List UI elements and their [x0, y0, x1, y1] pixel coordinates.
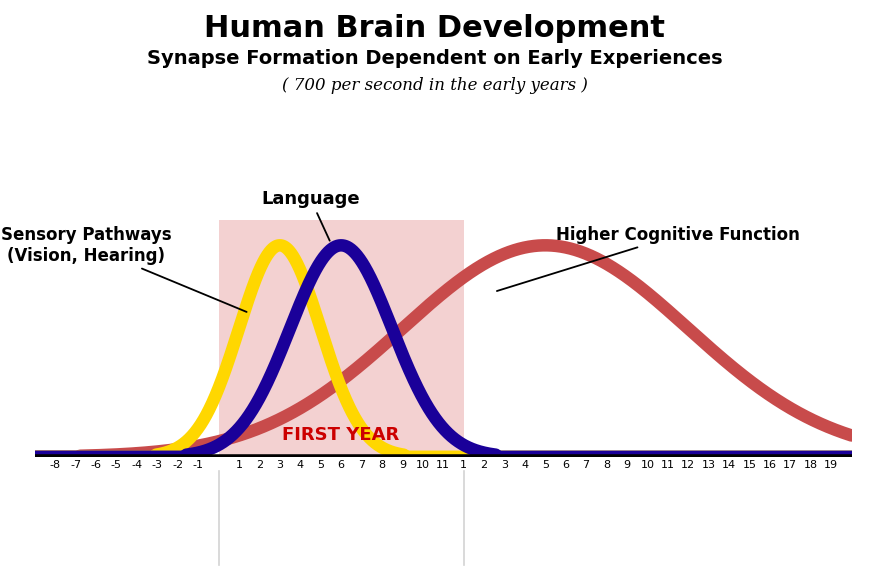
Text: Synapse Formation Dependent on Early Experiences: Synapse Formation Dependent on Early Exp…	[147, 49, 722, 67]
Text: Language: Language	[262, 190, 360, 241]
Text: Higher Cognitive Function: Higher Cognitive Function	[497, 226, 800, 291]
Text: ( 700 per second in the early years ): ( 700 per second in the early years )	[282, 77, 587, 94]
Text: FIRST YEAR: FIRST YEAR	[282, 426, 400, 444]
Text: Human Brain Development: Human Brain Development	[204, 14, 665, 43]
Bar	[219, 220, 464, 457]
Text: Sensory Pathways
(Vision, Hearing): Sensory Pathways (Vision, Hearing)	[1, 226, 247, 312]
